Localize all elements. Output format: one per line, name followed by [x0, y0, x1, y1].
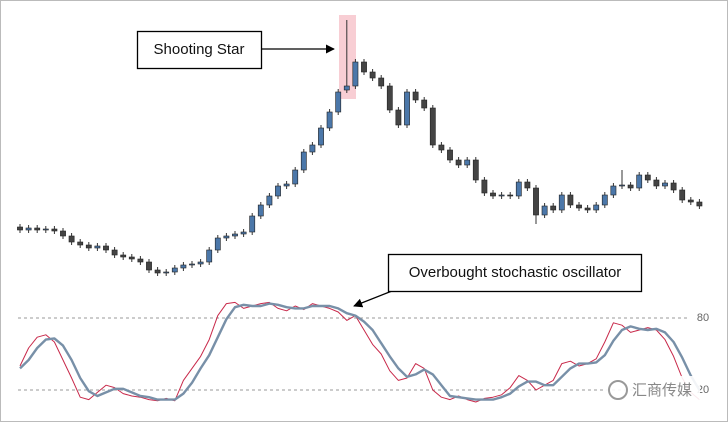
candle-body	[137, 258, 144, 263]
candle-body	[361, 61, 367, 73]
candle-body	[42, 228, 49, 231]
candle-body	[335, 91, 342, 113]
candle-body	[541, 205, 548, 216]
candle-body	[214, 237, 221, 251]
candle-body	[17, 226, 23, 231]
candle-body	[309, 144, 316, 153]
candle-body	[429, 107, 436, 146]
candle-body	[223, 235, 230, 239]
candle-body	[189, 263, 195, 266]
candle-body	[550, 205, 557, 211]
oscillator-line	[19, 302, 701, 401]
candle-body	[662, 182, 668, 187]
annotation: Overbought stochastic oscillator	[409, 264, 622, 281]
candle-body	[584, 207, 591, 211]
candle-body	[51, 228, 58, 232]
candle-body	[34, 227, 41, 231]
candle-body	[455, 159, 462, 166]
candle-body	[206, 249, 213, 263]
candle-body	[567, 194, 574, 206]
candle-body	[619, 184, 625, 187]
candle-body	[103, 245, 109, 251]
annotation-box	[387, 253, 643, 293]
candle-body	[154, 269, 161, 274]
candle-body	[627, 184, 634, 189]
candle-body	[490, 192, 496, 197]
candle-body	[120, 254, 127, 258]
candle-body	[232, 233, 238, 237]
candle-body	[283, 183, 290, 187]
highlight	[339, 15, 356, 99]
candle-body	[464, 159, 471, 166]
candle-body	[576, 204, 582, 209]
candle-body	[343, 85, 350, 91]
watermark: 汇商传媒	[604, 376, 700, 404]
candle-body	[421, 99, 428, 109]
candle-body	[352, 61, 359, 87]
candle-body	[146, 261, 152, 271]
candle-body	[369, 71, 376, 79]
candle-body	[687, 199, 694, 203]
candle-body	[447, 149, 453, 161]
candle-body	[438, 144, 445, 151]
candle-body	[318, 127, 324, 146]
candle-body	[498, 194, 505, 197]
candle-body	[68, 235, 75, 243]
candle-body	[25, 227, 32, 231]
candle-body	[481, 179, 488, 194]
candle-body	[404, 91, 410, 126]
candle-body	[670, 182, 677, 191]
candle-body	[472, 159, 479, 181]
candle-body	[275, 185, 281, 197]
candle-body	[94, 245, 101, 249]
candle-body	[249, 215, 256, 233]
annotation-box	[136, 30, 263, 70]
candle-body	[240, 231, 247, 235]
candle-body	[60, 230, 66, 237]
candle-body	[111, 249, 118, 256]
candle-body	[533, 187, 539, 216]
candle-body	[292, 169, 299, 185]
candle-body	[300, 151, 307, 171]
candle-body	[558, 194, 565, 211]
candle-body	[395, 109, 402, 126]
candle-body	[128, 256, 135, 260]
candle-body	[197, 261, 204, 265]
candle-body	[386, 85, 393, 111]
candle-body	[257, 204, 264, 217]
candle-body	[180, 264, 187, 269]
candle-body	[644, 174, 651, 181]
candle-body	[85, 244, 92, 249]
watermark-text: 汇商传媒	[632, 382, 692, 399]
candle-body	[378, 77, 385, 87]
candle-body	[507, 194, 514, 197]
candle-body	[515, 181, 522, 197]
annotation: Shooting Star	[154, 41, 245, 58]
candle-body	[679, 189, 686, 201]
candle-body	[77, 241, 84, 246]
candle-body	[524, 181, 531, 189]
candle-body	[163, 271, 170, 274]
y-tick-label: 80	[697, 312, 709, 324]
candle-body	[326, 111, 333, 129]
arrow	[353, 290, 393, 308]
candle-body	[601, 194, 608, 206]
candle-body	[653, 179, 660, 187]
candle-body	[610, 185, 617, 196]
candle-body	[696, 201, 703, 207]
candle-body	[412, 91, 419, 101]
candle-body	[593, 204, 600, 211]
candle-body	[636, 174, 643, 189]
candle-body	[171, 267, 178, 273]
candle-body	[266, 195, 273, 206]
watermark-icon	[608, 380, 628, 400]
